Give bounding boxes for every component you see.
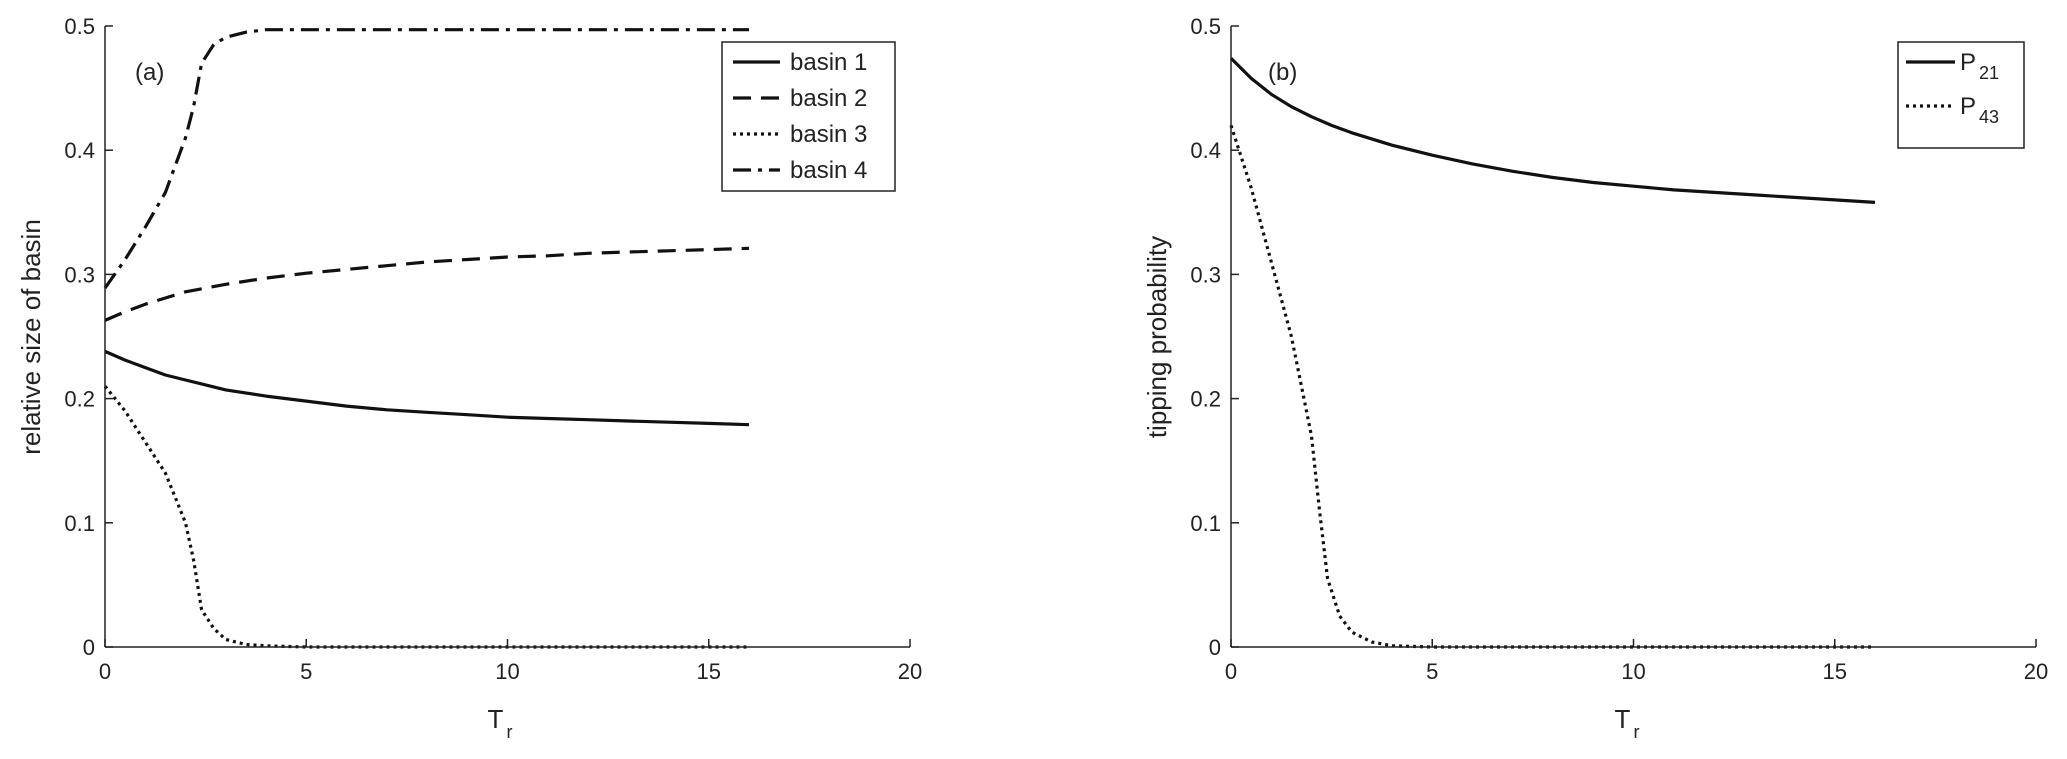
legend-label-subscript: 43 [1979,107,1999,127]
y-tick-label: 0.3 [1190,262,1221,287]
axes-layer: 0 5 10 15 20 0 0.1 0.2 0.3 0.4 0.5 [64,14,922,684]
x-tick-label: 5 [300,659,312,684]
x-axis-label-subscript: r [1633,722,1639,742]
legend-label-main: basin 1 [790,49,867,76]
y-tick-label: 0.5 [1190,14,1221,39]
legend-label-main: basin 2 [790,85,867,112]
series-line-basin-3 [103,385,749,649]
y-tick-label: 0.4 [1190,138,1221,163]
legend-label-main: basin 4 [790,157,867,184]
legend-label-main: P [1960,93,1976,120]
legend-label: P 21 [1960,49,1999,83]
y-tick-label: 0.5 [64,14,95,39]
x-tick-label: 15 [697,659,721,684]
x-axis-label-subscript: r [506,722,512,742]
y-axis-label: relative size of basin [16,219,46,455]
legend-label: P 43 [1960,93,1999,127]
legend-label: basin 3 [790,121,867,148]
series-layer [1229,57,1876,649]
panel-a: 0 5 10 15 20 0 0.1 0.2 0.3 0.4 0.5 (a) relative si… [16,14,922,742]
y-tick-label: 0.2 [64,387,95,412]
legend-label: basin 1 [790,49,867,76]
series-line-basin-1 [104,349,750,427]
legend: basin 1 basin 2 basin 3 basin 4 [721,41,896,192]
axes-layer: 0 5 10 15 20 0 0.1 0.2 0.3 0.4 0.5 [1190,14,2048,684]
panel-b: 0 5 10 15 20 0 0.1 0.2 0.3 0.4 0.5 (b) tipping pro… [1142,14,2048,742]
y-tick-label: 0.1 [1190,511,1221,536]
series-layer [103,28,750,649]
legend-label-main: basin 3 [790,121,867,148]
x-tick-label: 15 [1823,659,1847,684]
series-line-basin-4 [103,28,749,290]
y-axis-label: tipping probability [1142,236,1172,438]
x-tick-label: 0 [99,659,111,684]
x-tick-label: 10 [495,659,519,684]
legend-label: basin 2 [790,85,867,112]
y-tick-label: 0.1 [64,511,95,536]
y-tick-label: 0 [1209,635,1221,660]
legend-label-main: P [1960,49,1976,76]
panel-label: (a) [135,59,164,86]
x-tick-label: 5 [1426,659,1438,684]
x-tick-label: 20 [898,659,922,684]
x-tick-label: 10 [1621,659,1645,684]
x-tick-label: 0 [1225,659,1237,684]
y-tick-label: 0.2 [1190,387,1221,412]
legend-box [721,41,896,192]
legend-label-subscript: 21 [1979,63,1999,83]
y-tick-label: 0 [83,635,95,660]
y-tick-label: 0.4 [64,138,95,163]
legend-box [1897,41,2025,149]
legend-label: basin 4 [790,157,867,184]
x-axis-label-main: T [488,704,504,734]
series-line-p43 [1229,124,1875,649]
y-tick-label: 0.3 [64,262,95,287]
x-tick-label: 20 [2024,659,2048,684]
panel-label: (b) [1268,59,1297,86]
legend: P 21P 43 [1897,41,2025,149]
x-axis-label-main: T [1615,704,1631,734]
series-line-basin-2 [104,246,750,322]
series-line-p21 [1229,57,1876,204]
